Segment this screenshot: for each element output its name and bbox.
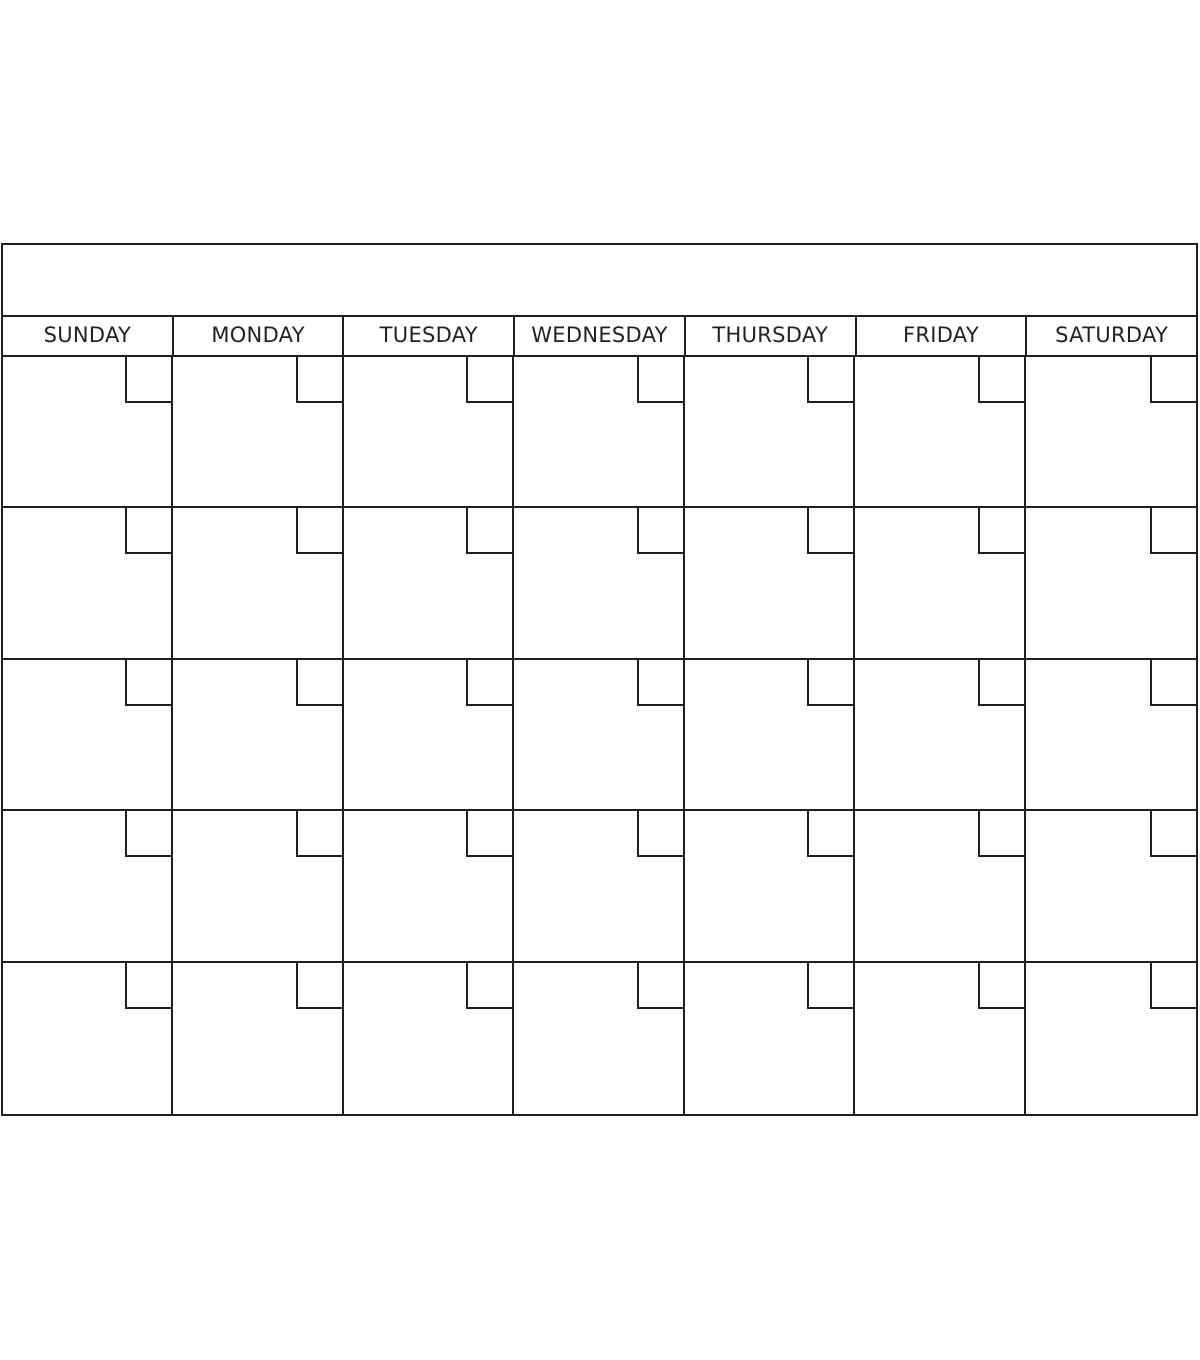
day-cell[interactable] xyxy=(3,962,174,1114)
day-cell[interactable] xyxy=(343,508,515,660)
date-number-box[interactable] xyxy=(466,357,513,403)
day-cell[interactable] xyxy=(684,659,856,812)
date-number-box[interactable] xyxy=(977,962,1024,1009)
date-number-box[interactable] xyxy=(295,811,342,858)
day-cell[interactable] xyxy=(855,659,1026,812)
day-cell[interactable] xyxy=(173,811,344,963)
date-number-box[interactable] xyxy=(636,357,683,403)
date-number-box[interactable] xyxy=(1150,962,1196,1009)
day-cell[interactable] xyxy=(344,962,515,1114)
day-cell[interactable] xyxy=(173,962,344,1114)
day-cell[interactable] xyxy=(173,357,344,509)
date-number-box[interactable] xyxy=(1150,357,1196,403)
date-number-box[interactable] xyxy=(807,659,854,706)
day-cell[interactable] xyxy=(343,811,515,963)
month-title-area[interactable] xyxy=(3,245,1196,317)
day-cell[interactable] xyxy=(3,659,174,812)
day-cell[interactable] xyxy=(3,811,174,963)
day-cell[interactable] xyxy=(684,357,856,509)
date-number-box[interactable] xyxy=(466,659,513,706)
date-number-box[interactable] xyxy=(636,659,683,706)
weekday-header-friday: FRIDAY xyxy=(857,315,1028,355)
day-cell[interactable] xyxy=(514,962,685,1114)
weekday-header-wednesday: WEDNESDAY xyxy=(515,315,686,355)
date-number-box[interactable] xyxy=(295,962,342,1009)
weekday-header-thursday: THURSDAY xyxy=(686,315,857,355)
date-number-box[interactable] xyxy=(295,357,342,403)
date-number-box[interactable] xyxy=(977,508,1024,555)
date-number-box[interactable] xyxy=(1150,811,1196,858)
day-cell[interactable] xyxy=(855,508,1026,660)
date-number-box[interactable] xyxy=(295,659,342,706)
date-number-box[interactable] xyxy=(636,811,683,858)
date-number-box[interactable] xyxy=(295,508,342,555)
weekday-header-sunday: SUNDAY xyxy=(3,315,174,355)
day-cell[interactable] xyxy=(1025,811,1196,963)
day-cell[interactable] xyxy=(514,811,685,963)
date-number-box[interactable] xyxy=(466,962,513,1009)
date-number-box[interactable] xyxy=(807,508,854,555)
day-cell[interactable] xyxy=(173,659,344,812)
date-number-box[interactable] xyxy=(125,508,172,555)
date-number-box[interactable] xyxy=(807,357,854,403)
date-number-box[interactable] xyxy=(125,659,172,706)
day-cell[interactable] xyxy=(343,659,515,812)
date-number-box[interactable] xyxy=(125,811,172,858)
day-cell[interactable] xyxy=(1025,659,1196,812)
day-cell[interactable] xyxy=(173,508,344,660)
day-cell[interactable] xyxy=(514,508,685,660)
weekday-header-monday: MONDAY xyxy=(174,315,345,355)
day-cell[interactable] xyxy=(343,357,515,509)
day-cell[interactable] xyxy=(855,811,1026,963)
date-number-box[interactable] xyxy=(807,811,854,858)
date-number-box[interactable] xyxy=(977,811,1024,858)
day-cell[interactable] xyxy=(3,508,174,660)
date-number-box[interactable] xyxy=(1150,508,1196,555)
date-number-box[interactable] xyxy=(636,508,683,555)
day-cell[interactable] xyxy=(3,357,174,509)
date-number-box[interactable] xyxy=(977,357,1024,403)
date-number-box[interactable] xyxy=(125,357,172,403)
day-cell[interactable] xyxy=(855,357,1026,509)
calendar: SUNDAY MONDAY TUESDAY WEDNESDAY THURSDAY FRID… xyxy=(1,243,1198,1116)
day-cell[interactable] xyxy=(685,962,856,1114)
date-number-box[interactable] xyxy=(466,508,513,555)
date-number-box[interactable] xyxy=(807,962,854,1009)
day-cell[interactable] xyxy=(684,811,856,963)
weekday-header-saturday: SATURDAY xyxy=(1055,323,1169,347)
day-cell[interactable] xyxy=(514,357,685,509)
date-number-box[interactable] xyxy=(1150,659,1196,706)
date-number-box[interactable] xyxy=(636,962,683,1009)
day-cell[interactable] xyxy=(1026,962,1196,1114)
day-cell[interactable] xyxy=(1025,508,1196,660)
date-number-box[interactable] xyxy=(466,811,513,858)
weekday-header-row: SUNDAY MONDAY TUESDAY WEDNESDAY THURSDAY FRID… xyxy=(3,315,1196,357)
day-cell[interactable] xyxy=(684,508,856,660)
weekday-header-tuesday: TUESDAY xyxy=(344,315,516,355)
day-grid xyxy=(3,357,1196,1114)
day-cell[interactable] xyxy=(855,962,1026,1114)
day-cell[interactable] xyxy=(514,659,685,812)
date-number-box[interactable] xyxy=(125,962,172,1009)
date-number-box[interactable] xyxy=(977,659,1024,706)
day-cell[interactable] xyxy=(1025,357,1196,509)
